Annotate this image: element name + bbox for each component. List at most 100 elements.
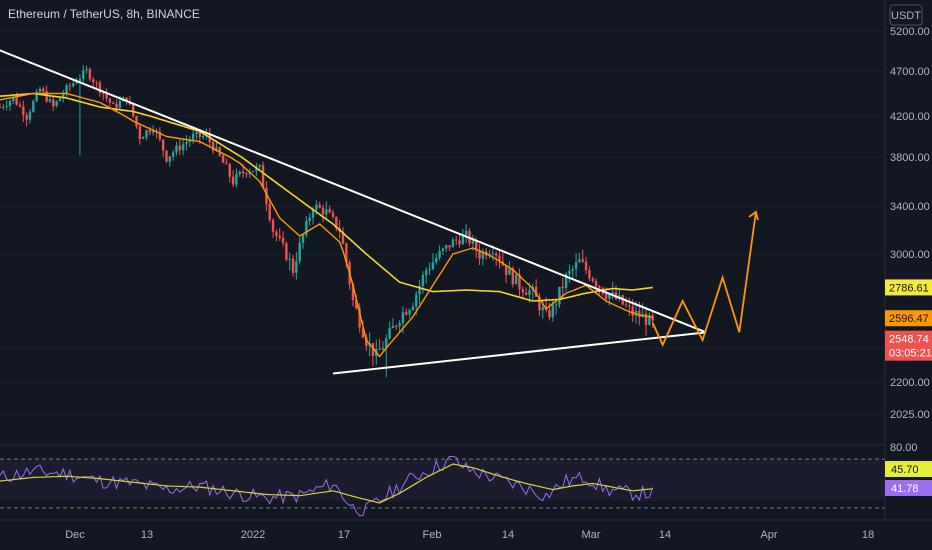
candle-body [405, 312, 408, 315]
price-tick-label: 4700.00 [890, 66, 930, 78]
candle-body [631, 306, 634, 316]
time-tick-label: 18 [862, 529, 874, 541]
candle-body [448, 245, 451, 248]
candle-body [75, 82, 78, 84]
candle-body [298, 242, 301, 262]
price-tick-label: 3400.00 [890, 201, 930, 213]
candle-body [105, 93, 108, 99]
candle-body [311, 210, 315, 218]
candle-body [584, 261, 588, 271]
candle-body [238, 171, 241, 174]
price-tags: 2786.61 2596.47 2548.74 03:05:21 45.70 41.78 [885, 279, 932, 496]
candle-body [188, 139, 192, 143]
candle-body [415, 294, 418, 307]
candle-body [225, 162, 228, 165]
candle-body [25, 115, 28, 120]
candle-body [228, 164, 231, 177]
price-tag-label: 03:05:21 [889, 348, 932, 360]
candle-body [455, 239, 458, 241]
candle-body [538, 296, 541, 311]
candle-body [275, 231, 278, 237]
price-tag-label: 2786.61 [889, 282, 929, 294]
candle-body [175, 145, 178, 153]
candle-body [385, 338, 388, 349]
candle-body [251, 171, 255, 173]
candle-body [534, 286, 538, 297]
candle-body [148, 130, 152, 133]
candle-body [102, 92, 105, 94]
candle-body [245, 173, 248, 175]
projection-line [651, 211, 757, 348]
candle-body [18, 104, 22, 107]
candle-body [191, 133, 195, 140]
time-tick-label: Apr [760, 529, 777, 541]
candle-body [291, 258, 295, 273]
candle-body [288, 258, 291, 260]
candle-body [268, 203, 271, 221]
candle-body [138, 126, 142, 139]
candle-body [361, 327, 365, 338]
candle-body [55, 101, 58, 107]
candle-body [548, 310, 551, 318]
time-axis-ticks: Dec 13 2022 17 Feb 14 Mar 14 Apr 18 [65, 529, 874, 541]
price-tick-label: 3800.00 [890, 152, 930, 164]
rsi-value-label: 41.78 [891, 483, 919, 495]
candle-body [598, 286, 601, 288]
candle-body [115, 103, 118, 108]
candle-body [195, 131, 198, 134]
candle-body [305, 221, 308, 236]
candle-body [308, 217, 311, 222]
candle-body [68, 85, 72, 87]
candle-body [171, 152, 175, 157]
currency-label[interactable]: USDT [891, 10, 921, 22]
time-tick-label: Feb [423, 529, 442, 541]
rsi-value-tag [885, 461, 932, 477]
candle-body [365, 337, 368, 346]
candle-body [118, 101, 122, 108]
candle-body [135, 116, 138, 127]
candle-body [388, 327, 391, 339]
candle-body [231, 176, 235, 185]
price-tag-label: 2596.47 [889, 313, 929, 325]
price-tag-label: 2548.74 [889, 334, 929, 346]
candle-body [15, 96, 18, 105]
candle-body [391, 325, 395, 328]
candle-body [161, 139, 165, 151]
time-tick-label: 17 [338, 529, 350, 541]
grid-lines [0, 30, 885, 415]
candle-body [638, 311, 641, 318]
time-tick-label: Dec [65, 529, 85, 541]
candle-body [504, 265, 508, 275]
candle-body [52, 99, 55, 107]
candle-body [481, 251, 485, 259]
candle-body [8, 100, 12, 106]
candle-body [235, 173, 238, 185]
time-tick-label: 14 [659, 529, 671, 541]
time-tick-label: 13 [141, 529, 153, 541]
price-axis-ticks: 5200.00 4700.00 4200.00 3800.00 3400.00 3000.… [890, 26, 930, 454]
candle-body [521, 289, 525, 293]
candle-body [524, 292, 528, 295]
candle-body [431, 262, 435, 270]
candle-body [165, 150, 168, 162]
candle-body [5, 105, 8, 107]
candle-body [608, 294, 611, 299]
candle-body [38, 88, 42, 92]
candle-body [541, 307, 544, 311]
candle-body [581, 259, 584, 262]
candle-body [591, 278, 594, 282]
candle-body [22, 106, 25, 116]
candle-body [345, 243, 348, 263]
candle-body [65, 85, 68, 95]
candle-body [315, 204, 318, 211]
candle-body [571, 268, 574, 271]
candle-body [628, 305, 631, 307]
candle-body [85, 69, 88, 71]
currency-box[interactable] [889, 4, 923, 26]
candle-body [341, 231, 345, 244]
candle-body [325, 209, 328, 215]
candle-body [72, 83, 75, 87]
candle-body [574, 262, 578, 269]
candle-body [125, 97, 128, 102]
price-tick-label: 3000.00 [890, 249, 930, 261]
